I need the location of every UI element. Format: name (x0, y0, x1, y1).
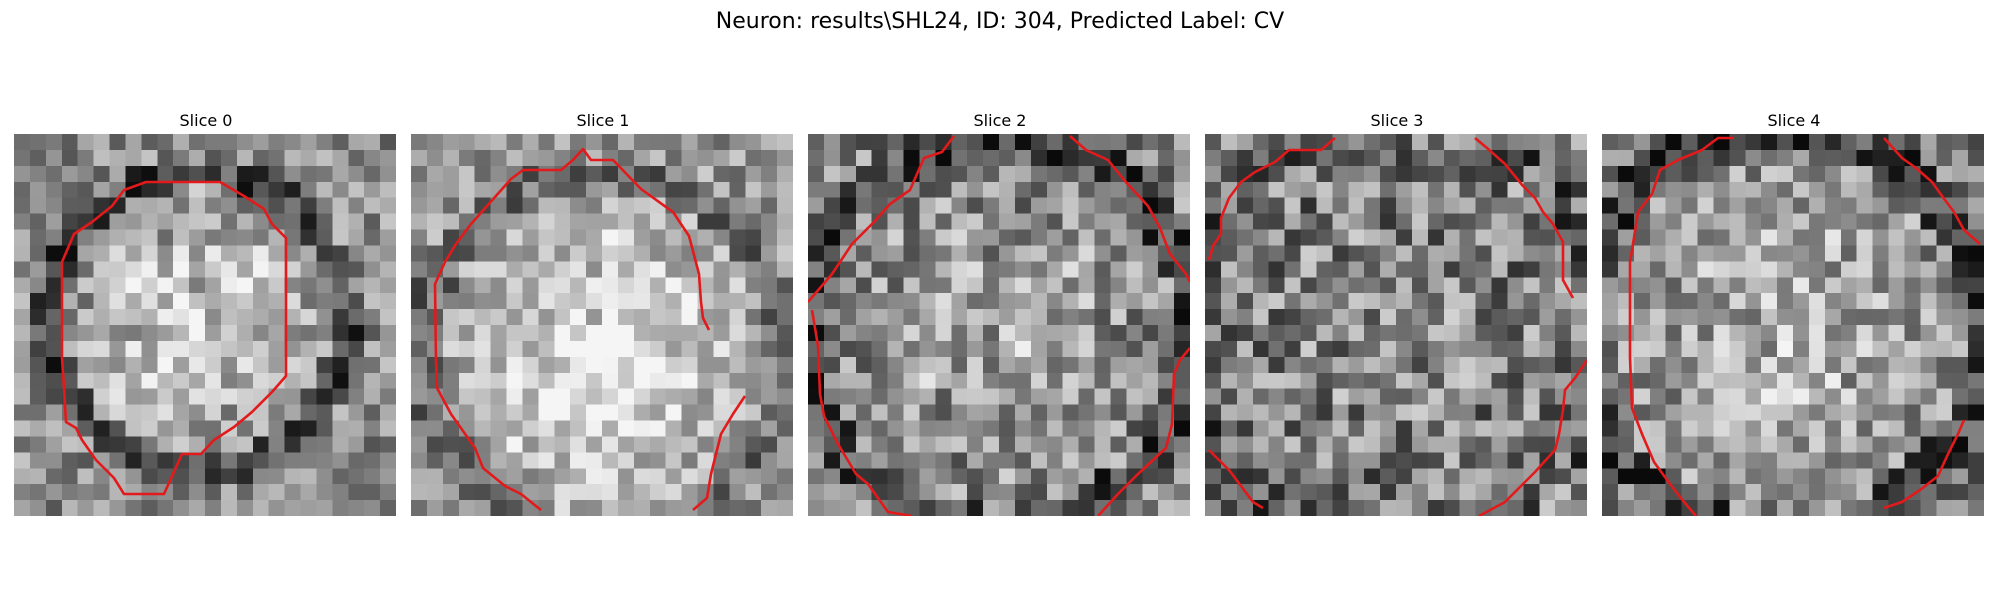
slice-image (808, 134, 1190, 516)
slice-image (14, 134, 396, 516)
contour-line (1883, 137, 1981, 245)
slice-title: Slice 0 (179, 111, 233, 130)
contour-line (692, 395, 747, 511)
slice-panel-1: Slice 1 (411, 108, 795, 516)
contour-line (1208, 449, 1264, 510)
slice-image (1205, 134, 1587, 516)
contour-line (1628, 136, 1734, 516)
slice-image (1602, 134, 1984, 516)
slice-image (411, 134, 793, 516)
slice-title: Slice 2 (973, 111, 1027, 130)
figure-title: Neuron: results\SHL24, ID: 304, Predicte… (715, 9, 1285, 34)
contour-line (1097, 347, 1190, 516)
slice-panel-2: Slice 2 (808, 108, 1192, 516)
contour-line (1474, 137, 1575, 299)
contour-line (1883, 419, 1966, 510)
contour-overlay (433, 147, 747, 512)
slice-panel-4: Slice 4 (1602, 108, 1986, 516)
contour-line (1478, 359, 1587, 516)
contour-overlay (60, 180, 288, 496)
contour-line (60, 180, 288, 496)
slice-title: Slice 4 (1767, 111, 1821, 130)
contour-line (1069, 135, 1190, 283)
contour-line (433, 223, 542, 512)
contour-overlay (1207, 137, 1587, 516)
slice-title: Slice 3 (1370, 111, 1424, 130)
contour-overlay (1628, 136, 1981, 516)
contour-overlay (808, 135, 1190, 516)
slice-panel-3: Slice 3 (1205, 108, 1589, 516)
contour-line (470, 147, 711, 331)
contour-line (808, 135, 956, 303)
slice-panel-0: Slice 0 (14, 108, 398, 516)
slice-title: Slice 1 (576, 111, 630, 130)
contour-line (810, 309, 913, 516)
contour-line (1207, 137, 1336, 261)
